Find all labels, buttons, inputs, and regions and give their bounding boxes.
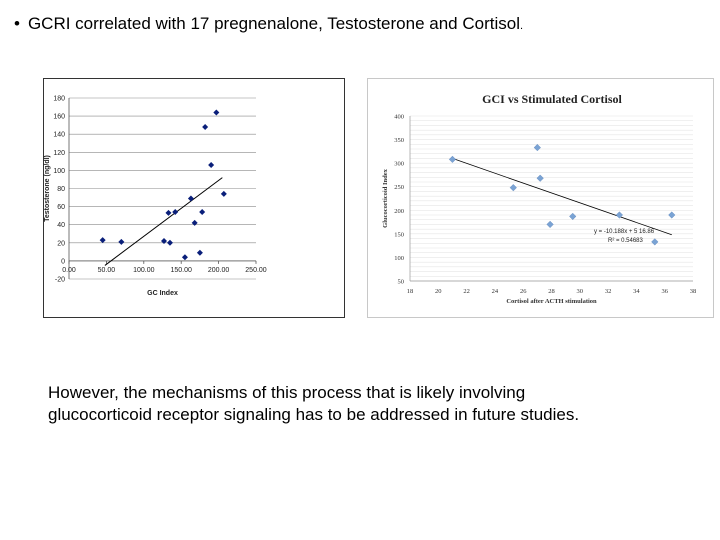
y-tick-label: 150	[394, 231, 404, 238]
data-point	[165, 209, 172, 216]
data-point	[448, 155, 457, 163]
data-point	[546, 220, 554, 229]
testosterone-chart-panel: -20 0 20 40 60 80 100 120 140 160 180 0.00 50.00 100.…	[43, 78, 345, 318]
data-point	[166, 239, 173, 246]
y-tick-label: 300	[394, 161, 404, 168]
y-tick-label: -20	[55, 277, 65, 284]
y-tick-label: 140	[53, 132, 65, 139]
r-squared-label: R² = 0.54683	[608, 238, 644, 244]
data-point	[199, 209, 206, 216]
x-tick-label: 30	[577, 288, 584, 295]
regression-equation: y = -10.188x + 5 16.86	[594, 229, 655, 235]
data-point	[172, 209, 179, 216]
gci-cortisol-chart-panel: GCI vs Stimulated Cortisol 50 100 150 200 250…	[367, 78, 714, 318]
y-tick-label: 0	[61, 258, 65, 265]
x-tick-label: 38	[690, 288, 697, 295]
caption-line-1: However, the mechanisms of this process …	[48, 383, 526, 402]
x-tick-label: 36	[661, 288, 668, 295]
y-tick-label: 250	[394, 184, 404, 191]
data-point	[191, 219, 198, 226]
x-tick-label: 28	[548, 288, 555, 295]
y-tick-label: 350	[394, 137, 404, 144]
data-point	[187, 195, 194, 202]
data-point	[160, 237, 167, 244]
x-tick-label: 100.00	[133, 267, 155, 274]
bullet-period: .	[519, 20, 524, 32]
x-tick-label: 32	[605, 288, 612, 295]
data-point	[118, 238, 125, 245]
x-tick-label: 18	[407, 288, 414, 295]
x-tick-label: 0.00	[62, 267, 76, 274]
x-tick-label: 26	[520, 288, 527, 295]
y-axis-label: Testosterone (ng/dl)	[44, 155, 51, 222]
data-point	[213, 109, 220, 116]
data-point	[99, 237, 106, 244]
trendline	[452, 158, 672, 236]
x-tick-label: 24	[492, 288, 499, 295]
data-point	[202, 123, 209, 130]
y-tick-label: 100	[394, 255, 404, 262]
data-point	[196, 249, 203, 256]
data-point	[569, 212, 577, 220]
caption: However, the mechanisms of this process …	[48, 382, 668, 426]
x-tick-label: 20	[435, 288, 442, 295]
x-tick-label: 22	[463, 288, 470, 295]
y-tick-label: 100	[53, 168, 65, 175]
data-point	[536, 174, 544, 182]
x-tick-label: 250.00	[245, 267, 267, 274]
trendline	[104, 177, 223, 266]
data-point	[668, 211, 676, 219]
y-tick-label: 20	[57, 240, 65, 247]
y-tick-label: 80	[57, 186, 65, 193]
y-tick-label: 180	[53, 96, 65, 103]
gci-vs-stimulated-cortisol-chart: GCI vs Stimulated Cortisol 50 100 150 200 250…	[382, 92, 697, 305]
y-tick-label: 60	[57, 204, 65, 211]
y-tick-label: 120	[53, 150, 65, 157]
x-tick-label: 150.00	[170, 267, 192, 274]
bullet-text: GCRI correlated with 17 pregnenalone, Te…	[27, 14, 520, 33]
x-axis-label: GC Index	[147, 290, 178, 297]
caption-line-2: glucocorticoid receptor signaling has to…	[48, 405, 580, 424]
chart-title: GCI vs Stimulated Cortisol	[482, 92, 622, 106]
testosterone-vs-gc-index-chart: -20 0 20 40 60 80 100 120 140 160 180 0.00 50.00 100.…	[44, 96, 267, 298]
data-point	[509, 184, 517, 192]
x-tick-label: 200.00	[208, 267, 230, 274]
y-tick-label: 200	[394, 208, 404, 215]
data-point	[615, 211, 624, 219]
data-point	[651, 238, 659, 246]
y-tick-label: 160	[53, 114, 65, 121]
y-axis-label: Glucocorticoid Index	[382, 168, 389, 227]
data-point	[181, 254, 188, 261]
x-tick-label: 34	[633, 288, 640, 295]
x-tick-label: 50.00	[98, 267, 116, 274]
data-point	[208, 161, 215, 168]
y-tick-label: 50	[398, 279, 405, 286]
x-axis-label: Cortisol after ACTH stimulation	[506, 298, 597, 305]
bullet-line: • GCRI correlated with 17 pregnenalone, T…	[14, 14, 523, 34]
y-tick-label: 40	[57, 222, 65, 229]
data-point	[533, 144, 541, 152]
bullet-marker: •	[14, 14, 20, 33]
y-tick-label: 400	[394, 114, 404, 121]
data-point	[220, 190, 227, 197]
